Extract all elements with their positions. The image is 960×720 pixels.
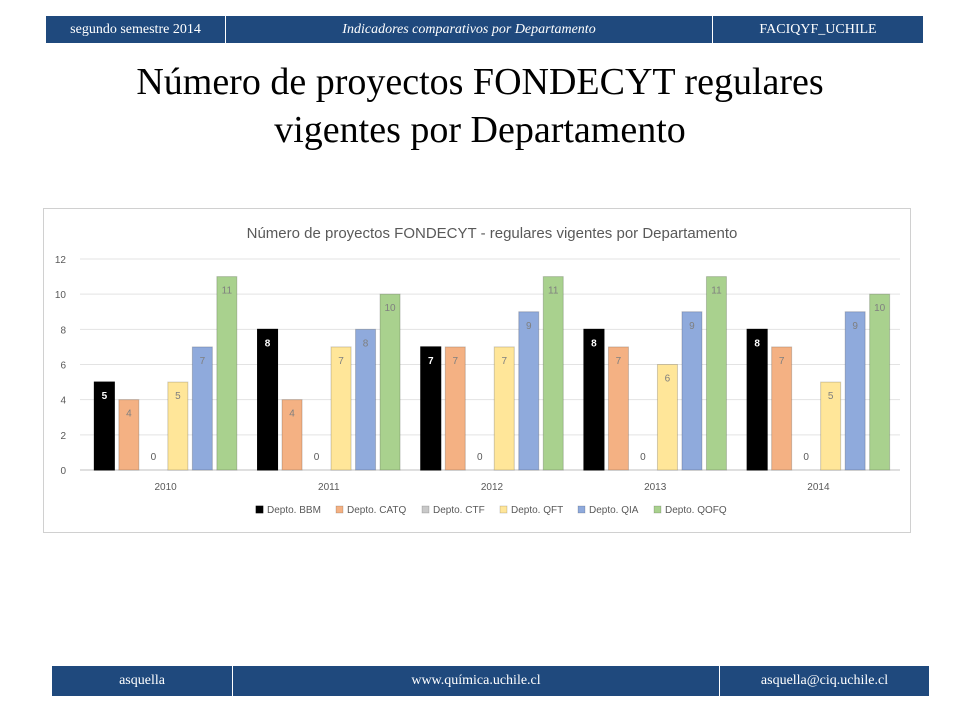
data-label: 8 (363, 338, 369, 349)
chart-title: Número de proyectos FONDECYT - regulares… (247, 225, 738, 242)
y-tick-label: 6 (60, 361, 66, 372)
data-label: 0 (151, 452, 157, 463)
legend-label: Depto. CATQ (347, 505, 406, 516)
footer-website: www.química.uchile.cl (233, 666, 720, 696)
data-label: 10 (384, 303, 396, 314)
data-label: 5 (102, 391, 108, 402)
data-label: 7 (200, 356, 206, 367)
bar (420, 346, 442, 471)
y-tick-label: 12 (55, 255, 67, 266)
legend-swatch (577, 505, 586, 514)
bar (93, 381, 115, 471)
bar (281, 399, 303, 471)
bar (820, 381, 842, 471)
bar (542, 276, 564, 471)
page-title: Número de proyectos FONDECYT regulares v… (60, 58, 900, 154)
legend-swatch (421, 505, 430, 514)
bar (746, 328, 768, 471)
legend-label: Depto. CTF (433, 505, 485, 516)
data-label: 9 (852, 321, 858, 332)
y-tick-label: 4 (60, 396, 66, 407)
x-tick-label: 2011 (318, 482, 340, 493)
bar (191, 346, 213, 471)
bar (216, 276, 238, 471)
data-label: 5 (828, 391, 834, 402)
x-tick-label: 2012 (481, 482, 504, 493)
data-label: 0 (640, 452, 646, 463)
header-strip: segundo semestre 2014 Indicadores compar… (46, 16, 923, 43)
data-label: 7 (428, 356, 434, 367)
header-semester: segundo semestre 2014 (46, 16, 226, 43)
data-label: 5 (175, 391, 181, 402)
bar (118, 399, 140, 471)
legend-label: Depto. QFT (511, 505, 563, 516)
footer-author: asquella (52, 666, 233, 696)
bar (681, 311, 703, 471)
bar (257, 328, 279, 471)
data-label: 8 (754, 338, 760, 349)
data-label: 0 (477, 452, 483, 463)
bar (330, 346, 352, 471)
chart-frame: Número de proyectos FONDECYT - regulares… (43, 208, 911, 533)
data-label: 6 (665, 374, 671, 385)
bar (771, 346, 793, 471)
y-tick-label: 10 (55, 290, 67, 301)
x-tick-label: 2013 (644, 482, 667, 493)
footer-email: asquella@ciq.uchile.cl (760, 673, 889, 688)
data-label: 0 (314, 452, 320, 463)
legend-swatch (255, 505, 264, 514)
legend-label: Depto. BBM (267, 505, 321, 516)
data-label: 7 (501, 356, 507, 367)
data-label: 0 (803, 452, 809, 463)
x-tick-label: 2010 (154, 482, 177, 493)
header-faculty: FACIQYF_UCHILE (759, 21, 877, 37)
footer-strip: asquella www.química.uchile.cl asquella@… (52, 666, 929, 696)
x-tick-label: 2014 (807, 482, 830, 493)
page-title-line-1: Número de proyectos FONDECYT regulares (136, 61, 824, 103)
legend-label: Depto. QIA (589, 505, 639, 516)
data-label: 7 (616, 356, 622, 367)
data-label: 11 (711, 286, 722, 297)
legend-label: Depto. QOFQ (665, 505, 727, 516)
data-label: 10 (874, 303, 886, 314)
bar (607, 346, 629, 471)
bar (844, 311, 866, 471)
bar (583, 328, 605, 471)
legend-swatch (335, 505, 344, 514)
data-label: 9 (689, 321, 695, 332)
data-label: 7 (338, 356, 344, 367)
data-label: 11 (222, 286, 233, 297)
bar (444, 346, 466, 471)
legend-swatch (499, 505, 508, 514)
data-label: 7 (452, 356, 458, 367)
bar (869, 293, 891, 471)
data-label: 4 (289, 409, 295, 420)
bar (705, 276, 727, 471)
bar (167, 381, 189, 471)
data-label: 9 (526, 321, 532, 332)
bar (493, 346, 515, 471)
bar (518, 311, 540, 471)
y-tick-label: 0 (60, 466, 66, 477)
data-label: 11 (548, 286, 559, 297)
bar (355, 328, 377, 471)
data-label: 4 (126, 409, 132, 420)
y-tick-label: 8 (60, 325, 66, 336)
bar (379, 293, 401, 471)
page-title-line-2: vigentes por Departamento (274, 109, 686, 151)
data-label: 8 (265, 338, 271, 349)
header-subject: Indicadores comparativos por Departament… (226, 16, 713, 43)
legend-swatch (653, 505, 662, 514)
y-tick-label: 2 (60, 431, 66, 442)
data-label: 8 (591, 338, 597, 349)
data-label: 7 (779, 356, 785, 367)
bar-chart: Número de proyectos FONDECYT - regulares… (55, 225, 900, 516)
bar (656, 364, 678, 471)
